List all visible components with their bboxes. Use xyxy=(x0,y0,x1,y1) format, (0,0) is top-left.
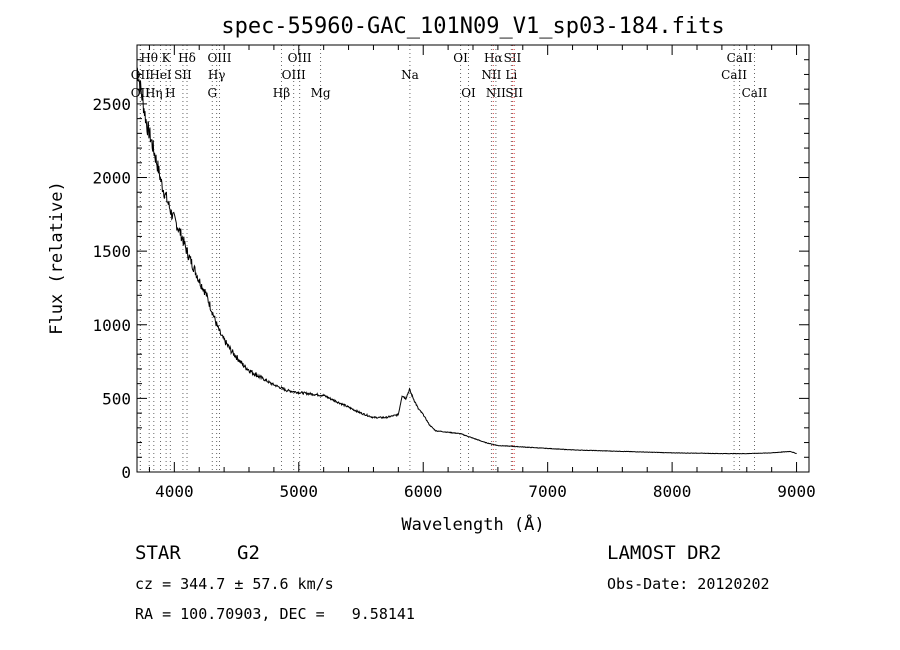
spectral-line-label: OIII xyxy=(288,51,312,65)
spectral-line-label: SII xyxy=(504,51,522,65)
spectral-line-label: Li xyxy=(505,68,517,82)
spectral-line-label: CaII xyxy=(742,86,768,100)
spectral-line-label: Hα xyxy=(484,51,503,65)
y-tick-label: 500 xyxy=(102,389,131,408)
spectrum-line xyxy=(136,67,797,455)
spectral-line-label: CaII xyxy=(727,51,753,65)
coordinates-readout: RA = 100.70903, DEC = 9.58141 xyxy=(135,605,415,623)
y-tick-label: 1500 xyxy=(92,242,131,261)
spectral-line-label: OIII xyxy=(282,68,306,82)
spectral-line-label: Hγ xyxy=(208,68,226,82)
spectral-line-label: Mg xyxy=(311,86,331,100)
plot-frame xyxy=(136,44,810,473)
x-tick-label: 4000 xyxy=(155,482,194,501)
y-tick-label: 2000 xyxy=(92,169,131,188)
y-axis-title: Flux (relative) xyxy=(47,181,67,335)
spectral-line-label: OII xyxy=(131,86,151,100)
spectral-line-label: G xyxy=(207,86,217,100)
x-tick-label: 9000 xyxy=(777,482,816,501)
y-tick-label: 2500 xyxy=(92,95,131,114)
spectral-line-label: Hβ xyxy=(273,86,290,100)
spectral-line-label: HeI xyxy=(149,68,172,82)
spectral-line-label: CaII xyxy=(721,68,747,82)
x-tick-label: 7000 xyxy=(528,482,567,501)
y-tick-label: 1000 xyxy=(92,316,131,335)
observation-date: Obs-Date: 20120202 xyxy=(607,575,770,593)
survey-name: LAMOST DR2 xyxy=(607,542,722,564)
spectral-line-label: NII xyxy=(486,86,506,100)
spectral-line-label: Hη xyxy=(145,86,163,100)
redshift-readout: cz = 344.7 ± 57.6 km/s xyxy=(135,575,334,593)
spectral-line-label: OI xyxy=(461,86,476,100)
spectral-line-label: OIII xyxy=(207,51,231,65)
spectral-line-label: SII xyxy=(174,68,192,82)
y-tick-label: 0 xyxy=(121,463,131,482)
x-tick-label: 6000 xyxy=(404,482,443,501)
spectral-line-label: Hθ xyxy=(140,51,158,65)
axis-ticks: 4000 5000 6000 7000 8000 9000 0 500 1000 1500 2000… xyxy=(92,45,816,501)
object-class: STAR xyxy=(135,542,181,564)
x-tick-label: 5000 xyxy=(280,482,319,501)
chart-title: spec-55960-GAC_101N09_V1_sp03-184.fits xyxy=(221,14,724,39)
spectral-line-label: K xyxy=(162,51,172,65)
spectral-line-label: Hδ xyxy=(178,51,196,65)
spectral-line-label: OII xyxy=(131,68,151,82)
x-tick-label: 8000 xyxy=(653,482,692,501)
spectral-line-label: OI xyxy=(453,51,468,65)
object-subclass: G2 xyxy=(237,542,260,564)
spectral-line-label: SII xyxy=(505,86,523,100)
spectral-line-label: NII xyxy=(481,68,501,82)
spectral-line-label: H xyxy=(165,86,175,100)
spectral-line-label: Na xyxy=(401,68,419,82)
x-axis-title: Wavelength (Å) xyxy=(401,513,544,535)
